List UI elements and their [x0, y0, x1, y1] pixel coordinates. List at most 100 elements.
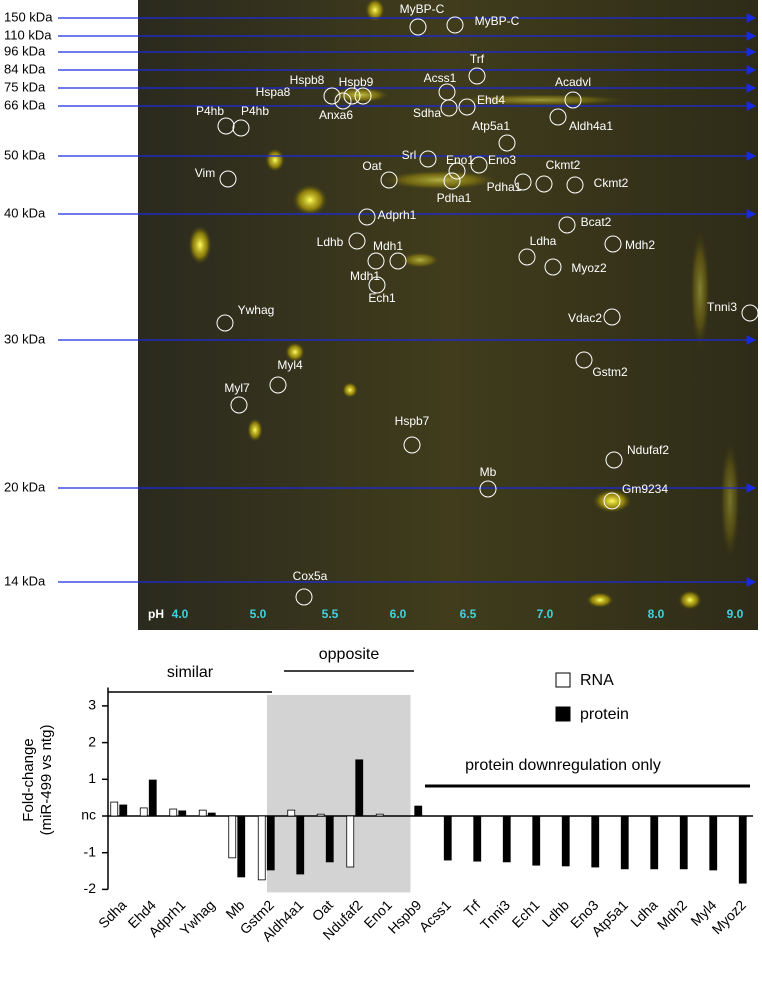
spot-circle — [219, 170, 237, 188]
spot-circle — [564, 91, 582, 109]
spot-circle — [216, 314, 234, 332]
ph-value: 6.0 — [390, 607, 407, 621]
x-tick-label: Acss1 — [416, 897, 454, 935]
spot-label: Oat — [362, 159, 382, 173]
y-tick-label: -2 — [84, 880, 97, 896]
bar — [355, 759, 364, 817]
spot-label: Myoz2 — [571, 261, 607, 275]
spot-circle — [440, 99, 458, 117]
spot-circle — [575, 351, 593, 369]
gel-image — [138, 0, 758, 630]
y-tick-label: nc — [81, 807, 96, 823]
y-axis-label-line: (miR-499 vs ntg) — [38, 725, 55, 836]
spot-circle — [458, 98, 476, 116]
spot-label: Vim — [195, 166, 215, 180]
spot-label: Tnni3 — [707, 300, 737, 314]
bar — [650, 815, 659, 870]
bar — [325, 815, 334, 863]
spot-circle — [549, 108, 567, 126]
bar — [207, 812, 216, 817]
spot-circle — [603, 492, 621, 510]
spot-label: Myl7 — [224, 381, 250, 395]
spot-circle — [334, 92, 352, 110]
spot-label: Hspb8 — [290, 73, 325, 87]
spot-label: MyBP-C — [400, 2, 445, 16]
spot-label: Ckmt2 — [546, 158, 581, 172]
spot-circle — [604, 235, 622, 253]
spot-circle — [269, 376, 287, 394]
bar — [414, 805, 423, 817]
spot-circle — [479, 480, 497, 498]
spot-circle — [448, 162, 466, 180]
spot-circle — [323, 87, 341, 105]
x-tick-label: Sdha — [95, 897, 130, 932]
spot-circle — [367, 252, 385, 270]
mw-label: 66 kDa — [4, 97, 46, 112]
spot-circle — [544, 258, 562, 276]
spot-circle — [603, 308, 621, 326]
mw-label: 30 kDa — [4, 331, 46, 346]
bar — [679, 815, 688, 870]
spot-circle — [558, 216, 576, 234]
spot-label: Ndufaf2 — [627, 443, 669, 457]
spot-circle — [348, 232, 366, 250]
spot-label: Acss1 — [424, 71, 457, 85]
spot-label: Hspa8 — [256, 85, 291, 99]
spot-circle — [605, 451, 623, 469]
spot-label: MyBP-C — [475, 14, 520, 28]
spot-label: Aldh4a1 — [569, 119, 613, 133]
spot-circle — [468, 67, 486, 85]
spot-label: Gstm2 — [592, 365, 628, 379]
spot-circle — [470, 156, 488, 174]
bar — [139, 807, 148, 817]
spot-circle — [358, 208, 376, 226]
spot-circle — [443, 172, 461, 190]
bar — [375, 813, 384, 817]
legend-swatch — [555, 672, 571, 688]
spot-circle — [498, 134, 516, 152]
spot-circle — [217, 117, 235, 135]
bar — [237, 815, 246, 878]
spot-circle — [354, 87, 372, 105]
y-axis-label: Fold-change(miR-499 vs ntg) — [20, 725, 55, 836]
spot-label: Mdh1 — [350, 269, 380, 283]
spot-label: Mb — [480, 465, 497, 479]
spot-circle — [295, 588, 313, 606]
x-tick-label: Myoz2 — [709, 897, 750, 938]
spot-circle — [230, 396, 248, 414]
spot-label: Adprh1 — [378, 208, 417, 222]
bar — [316, 813, 325, 817]
spot-label: Atp5a1 — [472, 119, 510, 133]
spot-circle — [535, 175, 553, 193]
spot-label: Sdha — [413, 106, 441, 120]
ph-value: 4.0 — [172, 607, 189, 621]
spot-circle — [232, 119, 250, 137]
x-tick-label: Mdh2 — [654, 897, 690, 933]
bar — [228, 815, 237, 859]
ph-value: 7.0 — [537, 607, 554, 621]
bar — [110, 801, 119, 817]
spot-label: Trf — [470, 52, 485, 66]
spot-label: Anxa6 — [319, 108, 353, 122]
spot-circle — [343, 87, 361, 105]
spot-label: Pdha1 — [437, 191, 472, 205]
bar — [346, 815, 355, 868]
spot-circle — [419, 150, 437, 168]
group-label: opposite — [319, 646, 380, 663]
ph-value: 5.5 — [322, 607, 339, 621]
x-tick-label: Tnni3 — [477, 897, 513, 933]
mw-label: 40 kDa — [4, 205, 46, 220]
spot-circle — [446, 16, 464, 34]
bar — [709, 815, 718, 871]
legend-label: RNA — [580, 672, 614, 689]
spot-circle — [380, 171, 398, 189]
spot-label: P4hb — [241, 104, 269, 118]
spot-label: Ldhb — [317, 235, 344, 249]
y-axis-label-line: Fold-change — [20, 738, 37, 821]
spot-label: Ech1 — [368, 291, 396, 305]
x-tick-label: Ldha — [627, 897, 660, 930]
group-label: similar — [167, 664, 214, 681]
spot-label: Myl4 — [277, 358, 303, 372]
spot-label: Hspb7 — [395, 414, 430, 428]
